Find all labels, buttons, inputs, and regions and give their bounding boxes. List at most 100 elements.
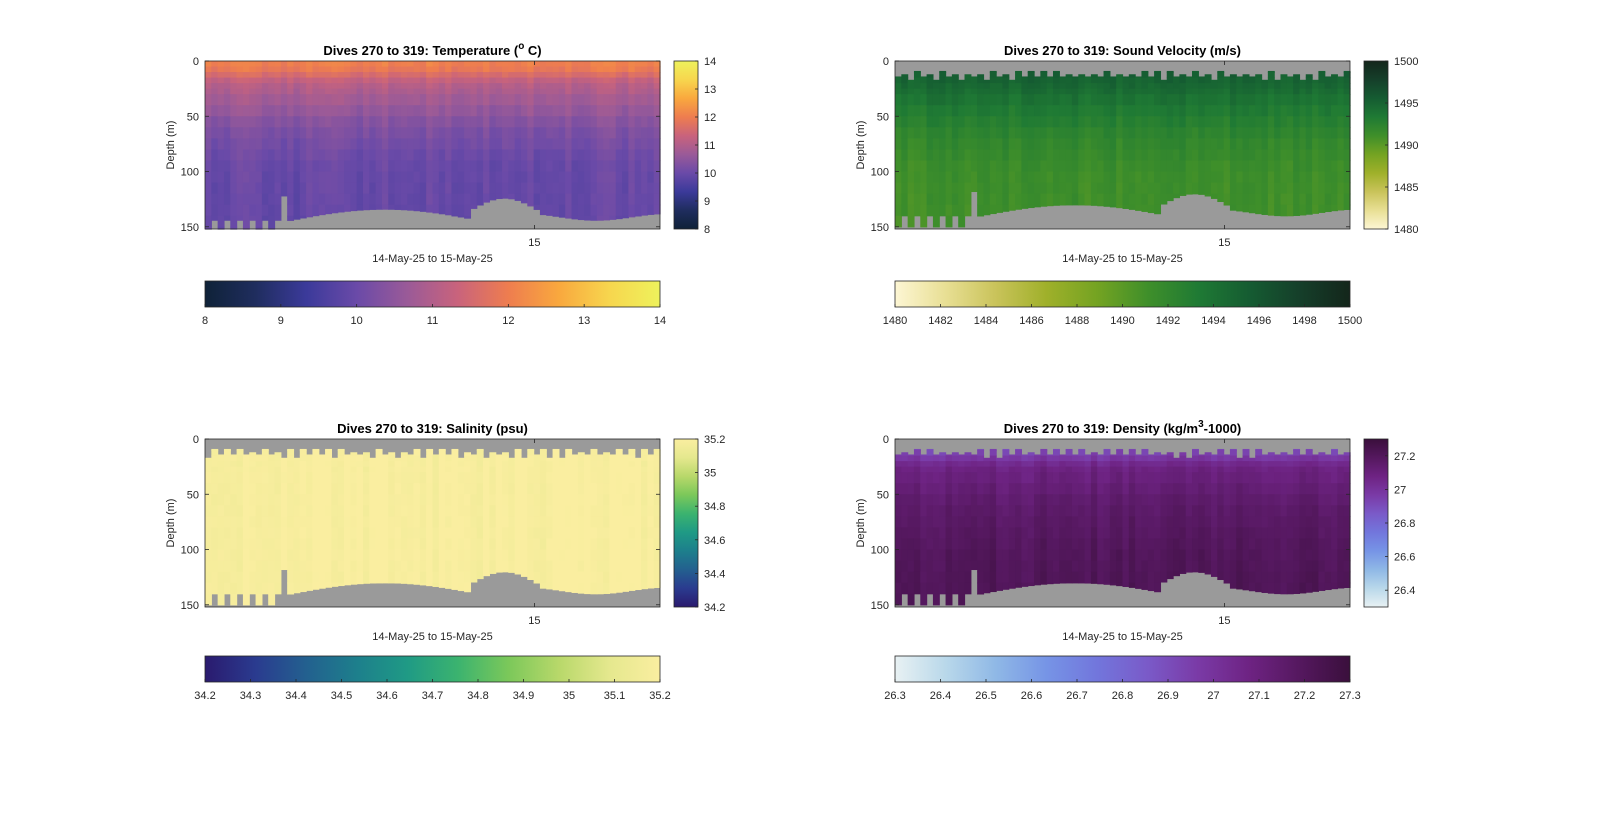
heatmap-cell <box>615 193 623 206</box>
heatmap-cell <box>641 160 648 173</box>
heatmap-cell <box>261 138 269 151</box>
heatmap-cell <box>977 160 985 173</box>
heatmap-cell <box>495 494 503 506</box>
heatmap-cell <box>945 171 953 184</box>
heatmap-cell <box>268 226 276 230</box>
heatmap-cell <box>1179 160 1187 173</box>
heatmap-cell <box>527 127 535 139</box>
heatmap-cell <box>1071 83 1079 90</box>
heatmap-cell <box>907 105 915 117</box>
heatmap-cell <box>1173 505 1180 517</box>
heatmap-cell <box>615 455 623 462</box>
heatmap-cell <box>1236 461 1244 468</box>
heatmap-cell <box>964 455 972 462</box>
heatmap-cell <box>945 193 953 206</box>
heatmap-cell <box>932 516 940 529</box>
heatmap-cell <box>1008 505 1016 517</box>
heatmap-cell <box>419 160 427 173</box>
heatmap-cell <box>920 94 928 106</box>
heatmap-cell <box>634 582 642 591</box>
heatmap-cell <box>926 94 934 106</box>
heatmap-cell <box>280 116 288 128</box>
heatmap-cell <box>451 505 459 517</box>
heatmap-cell <box>552 149 560 162</box>
heatmap-cell <box>331 494 339 506</box>
heatmap-cell <box>1040 88 1048 95</box>
heatmap-cell <box>1204 171 1212 184</box>
heatmap-cell <box>622 72 629 79</box>
heatmap-cell <box>1331 127 1338 139</box>
heatmap-cell <box>1343 127 1351 139</box>
heatmap-cell <box>520 457 528 462</box>
heatmap-cell <box>362 560 370 573</box>
heatmap-cell <box>350 516 358 529</box>
heatmap-cell <box>558 127 566 139</box>
heatmap-cell <box>634 138 642 151</box>
hcolorbar-tick-label: 34.7 <box>422 690 443 702</box>
heatmap-cell <box>261 77 269 84</box>
heatmap-cell <box>1154 138 1162 151</box>
heatmap-cell <box>483 527 490 540</box>
heatmap-cell <box>230 61 238 68</box>
heatmap-cell <box>211 182 219 195</box>
heatmap-cell <box>400 88 408 95</box>
heatmap-cell <box>913 538 921 551</box>
heatmap-cell <box>539 527 547 540</box>
heatmap-cell <box>920 138 928 151</box>
ytick-label: 100 <box>181 545 199 557</box>
heatmap-cell <box>1141 448 1149 451</box>
heatmap-cell <box>514 472 522 484</box>
heatmap-cell <box>419 66 427 73</box>
heatmap-cell <box>913 450 921 457</box>
heatmap-cell <box>920 494 928 506</box>
heatmap-cell <box>1185 466 1193 473</box>
heatmap-cell <box>306 72 314 79</box>
heatmap-cell <box>451 66 459 73</box>
heatmap-cell <box>1015 138 1022 151</box>
heatmap-cell <box>205 494 212 506</box>
heatmap-cell <box>217 127 225 139</box>
heatmap-cell <box>495 454 503 457</box>
heatmap-cell <box>939 204 947 217</box>
heatmap-cell <box>242 127 250 139</box>
heatmap-cell <box>236 549 244 562</box>
heatmap-cell <box>318 127 326 139</box>
heatmap-cell <box>381 72 389 79</box>
heatmap-cell <box>318 516 326 529</box>
heatmap-cell <box>344 182 351 195</box>
heatmap-cell <box>1071 505 1079 517</box>
heatmap-cell <box>653 571 661 584</box>
heatmap-cell <box>205 66 212 73</box>
heatmap-cell <box>287 450 295 457</box>
heatmap-cell <box>996 193 1004 206</box>
colorbar-tick-label: 9 <box>704 196 710 208</box>
heatmap-cell <box>344 582 351 586</box>
heatmap-cell <box>647 455 655 462</box>
heatmap-cell <box>1116 549 1124 562</box>
colorbar-tick-label: 10 <box>704 168 716 180</box>
heatmap-cell <box>1223 94 1231 106</box>
heatmap-cell <box>356 160 364 173</box>
heatmap-cell <box>1160 454 1168 457</box>
heatmap-cell <box>939 466 947 473</box>
heatmap-cell <box>312 461 320 468</box>
heatmap-cell <box>502 527 509 540</box>
heatmap-cell <box>1122 461 1130 468</box>
heatmap-cell <box>1109 193 1117 206</box>
heatmap-cell <box>381 94 389 106</box>
heatmap-cell <box>476 66 484 73</box>
heatmap-cell <box>438 193 446 206</box>
heatmap-cell <box>964 160 972 173</box>
heatmap-cell <box>615 171 623 184</box>
heatmap-cell <box>369 494 377 506</box>
heatmap-cell <box>1198 193 1206 195</box>
heatmap-cell <box>628 149 636 162</box>
heatmap-cell <box>964 127 972 139</box>
heatmap-cell <box>1015 461 1022 468</box>
heatmap-cell <box>350 549 358 562</box>
heatmap-cell <box>1248 505 1256 517</box>
heatmap-cell <box>287 193 295 206</box>
heatmap-cell <box>502 88 509 95</box>
heatmap-cell <box>407 571 415 584</box>
heatmap-cell <box>1021 160 1029 173</box>
